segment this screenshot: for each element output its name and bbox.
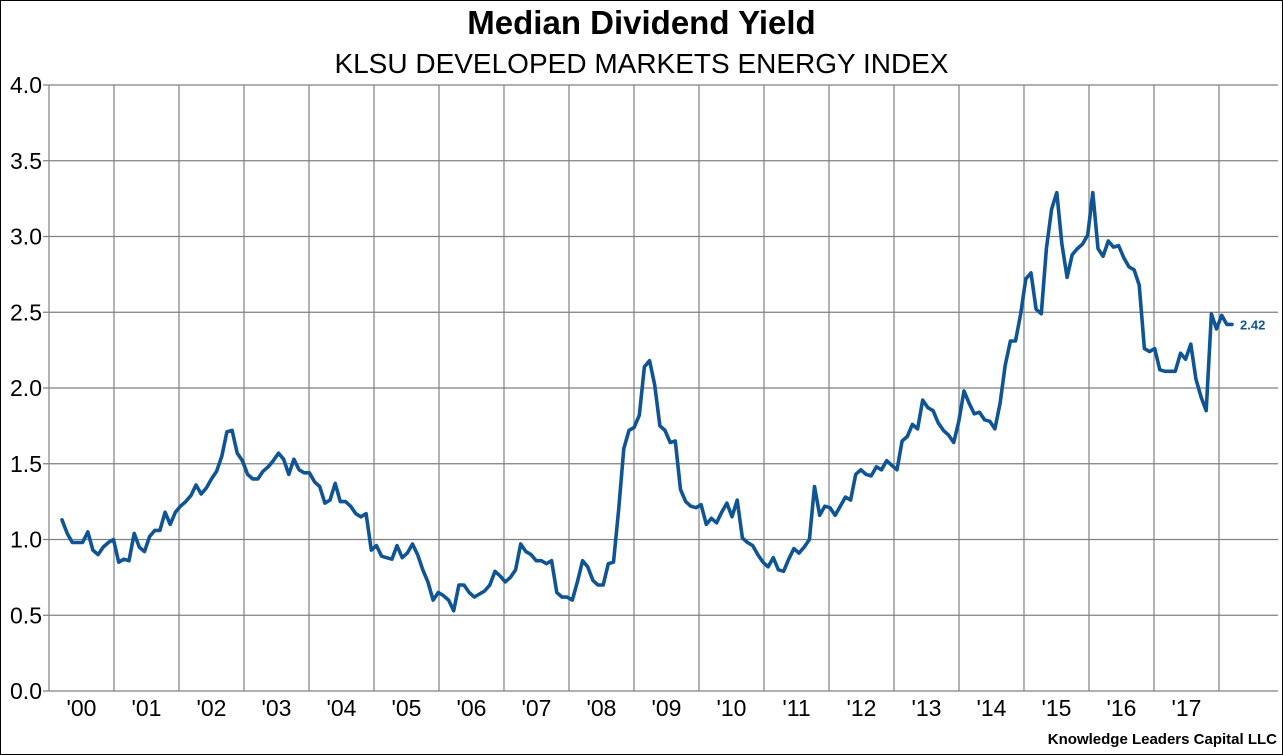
x-tick-label: '13	[912, 695, 942, 721]
x-tick-label: '11	[782, 695, 810, 721]
y-tick-label: 2.5	[10, 299, 42, 325]
y-axis: 0.0 0.5 1.0 1.5 2.0 2.5 3.0 3.5 4.0	[10, 72, 42, 704]
series-layer: 2.42	[60, 190, 1265, 613]
x-tick-label: '14	[977, 695, 1007, 721]
x-axis: '00 '01 '02 '03 '04 '05 '06 '07 '08 '09 '10 '11 '12 '…	[67, 695, 1202, 721]
x-tick-label: '15	[1042, 695, 1072, 721]
x-tick-label: '01	[132, 695, 162, 721]
grid	[43, 84, 1278, 692]
chart-subtitle: KLSU DEVELOPED MARKETS ENERGY INDEX	[334, 48, 949, 79]
x-tick-label: '05	[392, 695, 422, 721]
x-tick-label: '02	[197, 695, 227, 721]
x-tick-label: '07	[522, 695, 552, 721]
y-tick-label: 0.0	[10, 678, 42, 704]
x-tick-label: '03	[262, 695, 292, 721]
x-tick-label: '12	[847, 695, 877, 721]
x-tick-label: '00	[67, 695, 97, 721]
y-tick-label: 3.0	[10, 224, 42, 250]
y-tick-label: 1.0	[10, 527, 42, 553]
y-tick-label: 0.5	[10, 602, 42, 628]
y-tick-label: 1.5	[10, 451, 42, 477]
chart-title: Median Dividend Yield	[467, 4, 816, 41]
x-tick-label: '10	[717, 695, 747, 721]
x-tick-label: '06	[457, 695, 487, 721]
end-value-label: 2.42	[1240, 317, 1265, 332]
x-tick-label: '16	[1107, 695, 1137, 721]
y-tick-label: 4.0	[10, 72, 42, 98]
x-tick-label: '17	[1172, 695, 1202, 721]
x-tick-label: '09	[652, 695, 682, 721]
y-tick-label: 2.0	[10, 375, 42, 401]
x-tick-label: '08	[587, 695, 617, 721]
series-line	[60, 190, 1234, 613]
x-tick-label: '04	[327, 695, 357, 721]
y-tick-label: 3.5	[10, 148, 42, 174]
source-credit: Knowledge Leaders Capital LLC	[1047, 731, 1277, 748]
